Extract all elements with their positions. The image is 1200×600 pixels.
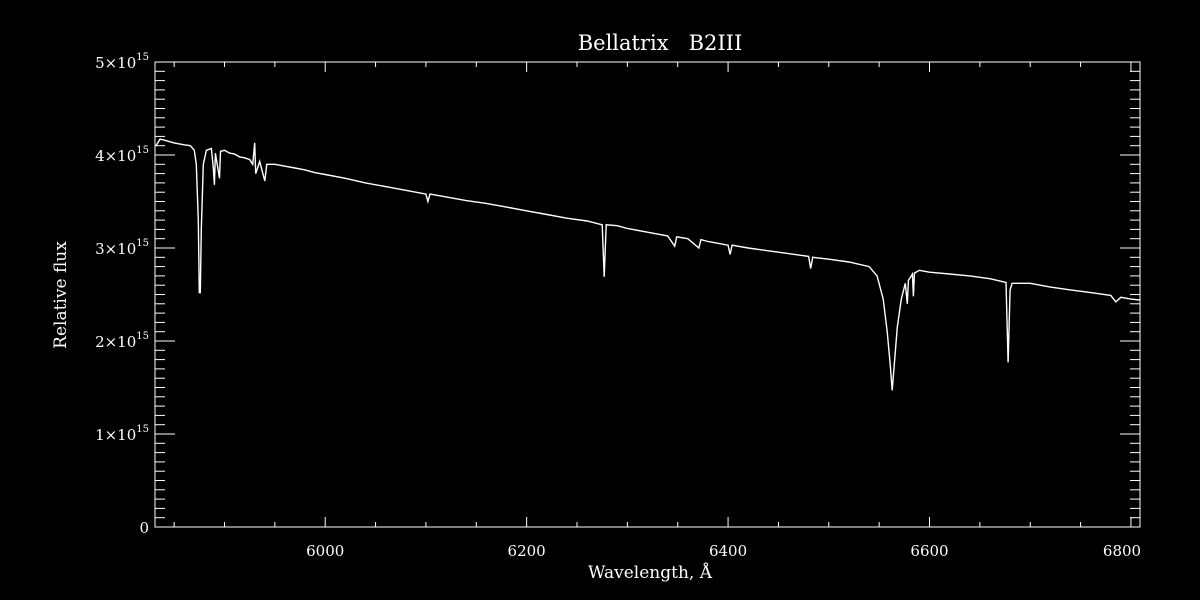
- y-tick-exponent: 15: [136, 424, 149, 435]
- y-tick-exponent: 15: [136, 238, 149, 249]
- y-tick-mantissa: 3×10: [95, 240, 136, 258]
- x-tick-label: 6600: [910, 542, 948, 560]
- tick-labels: 6000 6200 6400 6600 680001×10152×10153×10154…: [95, 52, 1141, 560]
- x-tick-label: 6400: [709, 542, 747, 560]
- y-tick-mantissa: 0: [139, 519, 149, 537]
- y-tick-label: 3×1015: [95, 238, 149, 258]
- y-tick-label: 2×1015: [95, 331, 149, 351]
- y-tick-mantissa: 5×10: [95, 54, 136, 72]
- x-tick-label: 6200: [508, 542, 546, 560]
- y-tick-mantissa: 1×10: [95, 426, 136, 444]
- y-tick-label: 1×1015: [95, 424, 149, 444]
- y-axis-label: Relative flux: [51, 241, 71, 349]
- y-tick-exponent: 15: [136, 331, 149, 342]
- spectrum-line: [155, 138, 1141, 391]
- chart-title: Bellatrix B2III: [578, 31, 743, 55]
- x-tick-label: 6800: [1103, 542, 1141, 560]
- y-tick-label: 5×1015: [95, 52, 149, 72]
- y-tick-mantissa: 2×10: [95, 333, 136, 351]
- y-tick-label: 0: [139, 519, 149, 537]
- x-axis-label: Wavelength, Å: [588, 562, 713, 583]
- y-tick-exponent: 15: [136, 52, 149, 63]
- y-tick-mantissa: 4×10: [95, 147, 136, 165]
- x-tick-label: 6000: [306, 542, 344, 560]
- y-tick-exponent: 15: [136, 145, 149, 156]
- axis-ticks: [155, 61, 1140, 528]
- y-tick-label: 4×1015: [95, 145, 149, 165]
